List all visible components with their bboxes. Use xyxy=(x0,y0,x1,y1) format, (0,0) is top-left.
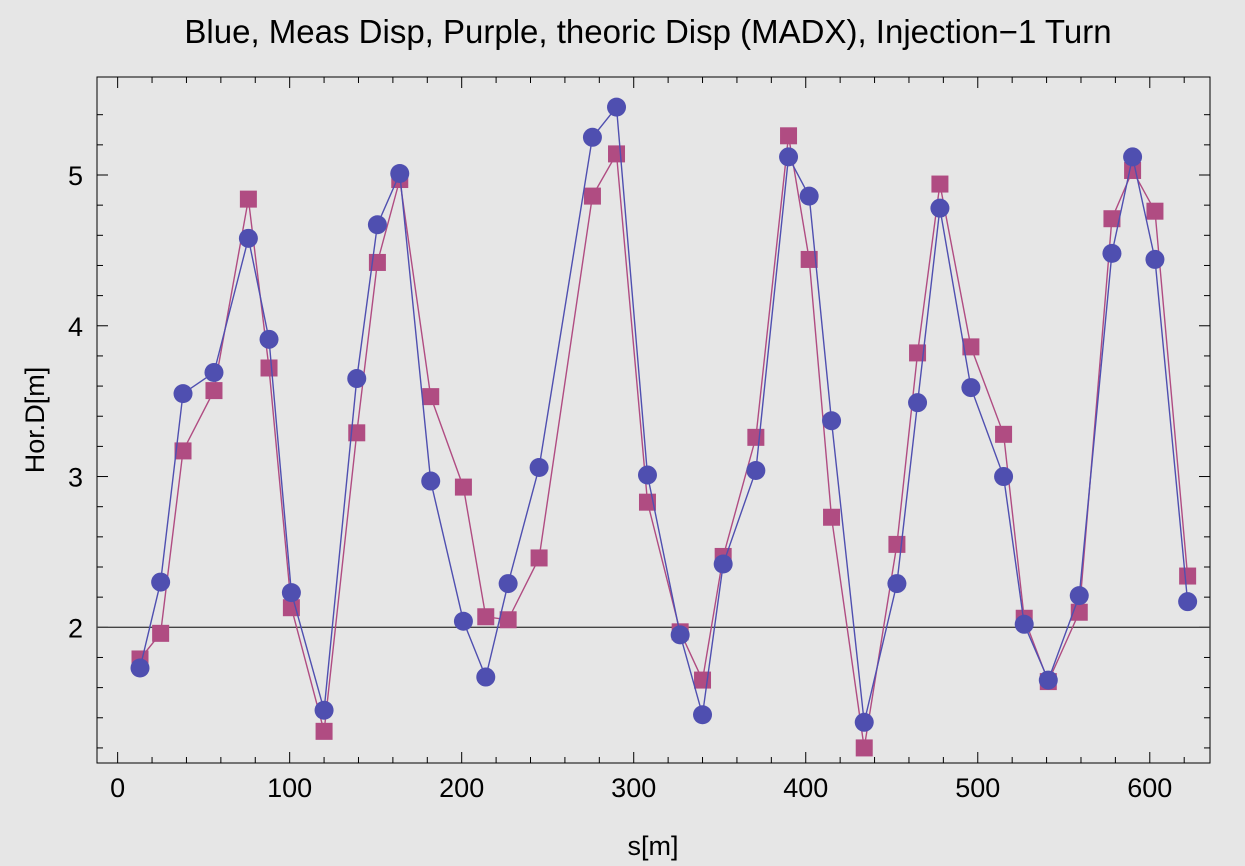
x-tick-label: 300 xyxy=(611,773,656,803)
x-tick-label: 600 xyxy=(1127,773,1172,803)
measured-point xyxy=(713,554,733,574)
series-layer xyxy=(130,97,1198,757)
measured-point xyxy=(670,625,690,645)
measured-point xyxy=(238,228,258,248)
axis-ticks: 0 100 200 300 400 500 600 2 3 4 5 xyxy=(68,77,1210,803)
measured-point xyxy=(390,163,410,183)
theoretic-point xyxy=(800,250,818,268)
y-tick-label: 2 xyxy=(68,613,83,643)
x-axis-label: s[m] xyxy=(628,831,679,861)
theoretic-point xyxy=(608,145,626,163)
theoretic-point xyxy=(282,599,300,617)
measured-point xyxy=(1178,592,1198,612)
measured-point xyxy=(930,198,950,218)
measured-point xyxy=(281,583,301,603)
theoretic-point xyxy=(583,187,601,205)
measured-point xyxy=(693,705,713,725)
measured-point xyxy=(314,700,334,720)
theoretic-point xyxy=(909,344,927,362)
measured-point xyxy=(204,363,224,383)
measured-point xyxy=(637,465,657,485)
measured-point xyxy=(822,411,842,431)
measured-point xyxy=(453,611,473,631)
theoretic-point xyxy=(422,388,440,406)
theoretic-point xyxy=(174,442,192,460)
theoretic-point xyxy=(205,382,223,400)
theoretic-point xyxy=(260,359,278,377)
theoretic-point xyxy=(780,127,798,145)
measured-point xyxy=(779,147,799,167)
x-tick-label: 0 xyxy=(110,773,125,803)
theoretic-point xyxy=(530,549,548,567)
y-tick-label: 3 xyxy=(68,463,83,493)
measured-point xyxy=(607,97,627,117)
measured-point xyxy=(799,186,819,206)
measured-point xyxy=(367,215,387,235)
measured-point xyxy=(582,127,602,147)
measured-series xyxy=(130,97,1198,732)
theoretic-point xyxy=(995,425,1013,443)
measured-point xyxy=(961,378,981,398)
theoretic-point xyxy=(1146,202,1164,220)
x-tick-label: 500 xyxy=(955,773,1000,803)
measured-point xyxy=(1145,249,1165,269)
theoretic-point xyxy=(1103,210,1121,228)
measured-point xyxy=(1102,243,1122,263)
measured-point xyxy=(746,461,766,481)
theoretic-series xyxy=(131,127,1197,757)
measured-point xyxy=(498,574,518,594)
measured-point xyxy=(994,467,1014,487)
plot-frame xyxy=(96,76,1211,764)
measured-point xyxy=(1038,670,1058,690)
y-tick-label: 5 xyxy=(68,161,83,191)
y-axis-label: Hor.D[m] xyxy=(20,367,50,474)
measured-point xyxy=(1123,147,1143,167)
x-tick-label: 200 xyxy=(439,773,484,803)
measured-point xyxy=(908,393,928,413)
theoretic-point xyxy=(931,175,949,193)
measured-point xyxy=(1069,586,1089,606)
measured-point xyxy=(476,667,496,687)
x-tick-label: 400 xyxy=(783,773,828,803)
x-tick-label: 100 xyxy=(267,773,312,803)
measured-point xyxy=(854,712,874,732)
measured-point xyxy=(173,384,193,404)
theoretic-point xyxy=(315,722,333,740)
measured-point xyxy=(1014,614,1034,634)
theoretic-point xyxy=(239,190,257,208)
theoretic-point xyxy=(888,535,906,553)
measured-point xyxy=(130,658,150,678)
measured-point xyxy=(887,574,907,594)
measured-point xyxy=(421,471,441,491)
theoretic-point xyxy=(477,608,495,626)
measured-point xyxy=(151,572,171,592)
theoretic-point xyxy=(747,428,765,446)
chart-title: Blue, Meas Disp, Purple, theoric Disp (M… xyxy=(184,13,1111,50)
y-tick-label: 4 xyxy=(68,312,83,342)
theoretic-line xyxy=(139,135,1189,749)
theoretic-point xyxy=(454,478,472,496)
measured-point xyxy=(259,329,279,349)
theoretic-point xyxy=(152,624,170,642)
theoretic-point xyxy=(962,338,980,356)
theoretic-point xyxy=(1179,567,1197,585)
measured-point xyxy=(347,369,367,389)
measured-point xyxy=(529,457,549,477)
theoretic-point xyxy=(855,739,873,757)
theoretic-point xyxy=(499,611,517,629)
theoretic-point xyxy=(823,508,841,526)
